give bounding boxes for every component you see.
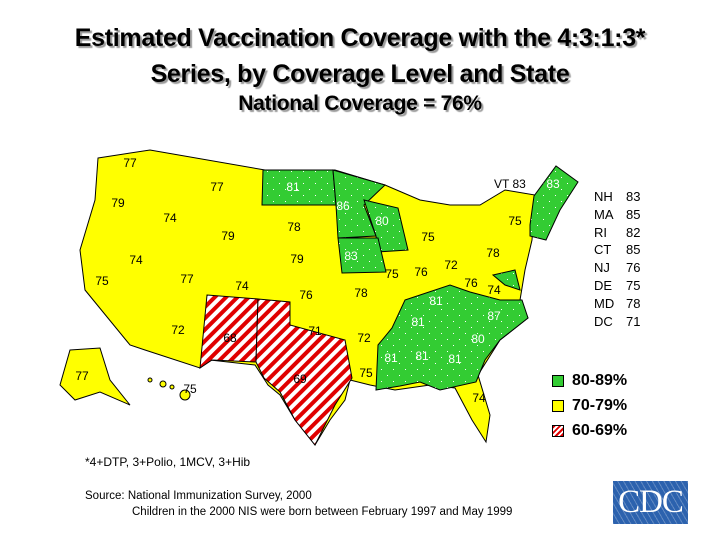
map-label-tn: 81 xyxy=(411,315,425,329)
map-label-fl: 74 xyxy=(472,391,486,405)
map-label-sc: 80 xyxy=(471,332,485,346)
state-hi xyxy=(147,377,191,401)
legend-item-70-79: 70-79% xyxy=(552,393,627,418)
map-label-nc: 87 xyxy=(487,309,501,323)
map-label-nd: 81 xyxy=(286,180,300,194)
map-label-ks: 76 xyxy=(299,288,313,302)
map-label-me: 83 xyxy=(546,177,560,191)
map-label-az: 72 xyxy=(171,323,185,337)
map-label-hi: 75 xyxy=(183,382,197,396)
map-label-wv: 76 xyxy=(464,276,478,290)
map-label-in: 76 xyxy=(414,265,428,279)
source-note: Source: National Immunization Survey, 20… xyxy=(85,488,512,520)
state-code: MA xyxy=(594,206,614,222)
state-value: 75 xyxy=(626,277,641,293)
map-label-or: 79 xyxy=(111,196,125,210)
southeast-green-states xyxy=(375,284,529,391)
subtitle-national-coverage: National Coverage = 76% xyxy=(238,92,482,115)
small-state-row: RI 82 xyxy=(594,224,640,242)
map-label-id: 74 xyxy=(163,211,177,225)
map-label-mo: 78 xyxy=(354,286,368,300)
state-value: 83 xyxy=(626,189,641,204)
state-ia xyxy=(337,237,387,274)
map-label-al: 81 xyxy=(415,349,429,363)
small-state-row: DC 71 xyxy=(594,313,640,331)
small-state-row: NJ 76 xyxy=(594,259,640,277)
map-label-ok: 71 xyxy=(308,324,322,338)
source-line-2: Children in the 2000 NIS were born betwe… xyxy=(132,506,513,518)
legend-label: 60-69% xyxy=(572,421,628,439)
state-value: 85 xyxy=(626,206,641,222)
state-value: 71 xyxy=(626,313,641,329)
state-value: 85 xyxy=(626,242,641,258)
map-label-il: 75 xyxy=(385,267,399,281)
small-state-row: DE 75 xyxy=(594,277,640,295)
state-value: 76 xyxy=(626,260,641,276)
map-label-ms: 81 xyxy=(384,351,398,365)
state-nm xyxy=(199,294,259,369)
small-state-row: CT 85 xyxy=(594,241,640,259)
state-code: DE xyxy=(594,277,613,293)
map-label-nm: 68 xyxy=(223,331,237,345)
new-england-states xyxy=(529,165,579,241)
small-state-row: MD 78 xyxy=(594,295,640,313)
map-label-co: 74 xyxy=(235,279,249,293)
map-label-wa: 77 xyxy=(123,156,137,170)
small-state-row: NH 83 xyxy=(594,188,640,206)
cdc-logo: CDC xyxy=(613,481,688,524)
map-label-pa: 78 xyxy=(486,246,500,260)
legend-swatch-green xyxy=(552,374,564,387)
legend-swatch-hatched xyxy=(552,424,564,437)
vt-label: VT 83 xyxy=(494,177,526,191)
map-label-ga: 81 xyxy=(448,352,462,366)
legend-swatch-yellow xyxy=(552,399,564,412)
map-label-nv: 74 xyxy=(129,253,143,267)
state-code: NJ xyxy=(594,260,610,276)
legend-label: 80-89% xyxy=(572,371,628,389)
map-label-sd: 78 xyxy=(287,220,301,234)
title-line-2: Series, by Coverage Level and State xyxy=(150,60,570,88)
map-label-va: 74 xyxy=(487,283,501,297)
state-code: CT xyxy=(594,242,612,258)
footnote: *4+DTP, 3+Polio, 1MCV, 3+Hib xyxy=(85,455,251,469)
map-label-ut: 77 xyxy=(180,272,194,286)
state-code: RI xyxy=(594,224,607,240)
state-tx xyxy=(255,298,353,446)
legend: 80-89% 70-79% 60-69% xyxy=(552,368,627,443)
small-states-table: NH 83 MA 85 RI 82 CT 85 NJ 76 DE 75 MD 78 DC 71 xyxy=(594,188,640,330)
state-value: 82 xyxy=(626,224,641,240)
source-line-1: Source: National Immunization Survey, 20… xyxy=(85,490,312,502)
state-md xyxy=(491,269,521,291)
map-label-ar: 72 xyxy=(357,331,371,345)
state-code: NH xyxy=(594,189,613,204)
map-label-ia: 83 xyxy=(344,249,358,263)
map-label-mn: 86 xyxy=(336,199,350,213)
map-label-oh: 72 xyxy=(444,258,458,272)
map-label-mt: 77 xyxy=(210,180,224,194)
legend-item-80-89: 80-89% xyxy=(552,368,627,393)
map-label-ak: 77 xyxy=(75,369,89,383)
map-label-ca: 75 xyxy=(95,274,109,288)
state-value: 78 xyxy=(626,295,641,311)
map-label-ne: 79 xyxy=(290,252,304,266)
map-label-la: 75 xyxy=(359,366,373,380)
map-label-wi: 80 xyxy=(375,214,389,228)
map-label-wy: 79 xyxy=(221,229,235,243)
map-label-ny: 75 xyxy=(508,214,522,228)
small-state-row: MA 85 xyxy=(594,206,640,224)
map-label-mi: 75 xyxy=(421,230,435,244)
state-wi xyxy=(363,199,409,253)
state-ak xyxy=(59,347,131,406)
map-label-tx: 69 xyxy=(293,372,307,386)
state-code: DC xyxy=(594,313,613,329)
map-label-ky: 81 xyxy=(429,294,443,308)
state-code: MD xyxy=(594,295,615,311)
legend-label: 70-79% xyxy=(572,396,628,414)
title-line-1: Estimated Vaccination Coverage with the … xyxy=(74,24,646,52)
legend-item-60-69: 60-69% xyxy=(552,418,627,443)
